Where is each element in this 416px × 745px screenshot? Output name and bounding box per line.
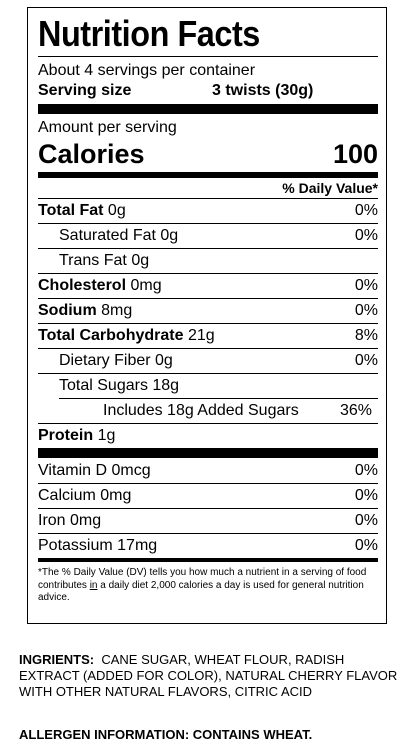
medium-divider [38, 172, 378, 178]
nutrient-row-added-sugars: Includes 18g Added Sugars 36% [59, 398, 378, 423]
vitamin-row: Vitamin D 0mcg 0% [38, 458, 378, 483]
calories-row: Calories 100 [38, 138, 378, 172]
nutrient-row-cholesterol: Cholesterol 0mg 0% [38, 273, 378, 298]
nutrient-amount: 0g [103, 202, 126, 219]
thick-divider [38, 448, 378, 458]
amount-per-serving: Amount per serving [38, 119, 177, 136]
nutrient-dv: 8% [354, 327, 378, 344]
vitamin-dv: 0% [354, 487, 378, 504]
vitamin-name: Vitamin D 0mcg [38, 461, 151, 479]
nutrient-row-dietary-fiber: Dietary Fiber 0g 0% [38, 348, 378, 373]
thick-divider [38, 104, 378, 114]
nutrient-dv: 0% [354, 277, 378, 294]
servings-per-container: About 4 servings per container [38, 62, 256, 79]
daily-value-header: % Daily Value* [282, 180, 378, 196]
vitamin-row: Iron 0mg 0% [38, 508, 378, 533]
nutrient-name: Total Fat [38, 202, 104, 219]
vitamin-dv: 0% [354, 461, 378, 479]
vitamin-dv: 0% [354, 512, 378, 529]
vitamin-list: Vitamin D 0mcg 0% Calcium 0mg 0% Iron 0m… [38, 458, 378, 558]
nutrient-row-total-carbohydrate: Total Carbohydrate 21g 8% [38, 323, 378, 348]
nutrient-name: Sodium [38, 302, 97, 319]
nutrient-dv: 36% [339, 402, 372, 419]
ingredients-text: CANE SUGAR, WHEAT FLOUR, RADISH EXTRACT … [19, 652, 401, 699]
vitamin-row: Calcium 0mg 0% [38, 483, 378, 508]
vitamin-name: Calcium 0mg [38, 487, 132, 504]
nutrient-amount: 1g [93, 427, 116, 444]
nutrient-name: Saturated Fat 0g [59, 227, 179, 244]
nutrient-row-total-fat: Total Fat 0g 0% [38, 198, 378, 223]
nutrient-row-trans-fat: Trans Fat 0g [38, 248, 378, 273]
vitamin-dv: 0% [354, 537, 378, 554]
nutrient-name: Total Carbohydrate [38, 327, 184, 344]
nutrient-name: Trans Fat 0g [59, 252, 150, 269]
ingredients-label: INGRIENTS: [19, 652, 95, 667]
nutrient-dv: 0% [354, 202, 378, 219]
nutrient-row-saturated-fat: Saturated Fat 0g 0% [38, 223, 378, 248]
allergen-statement: ALLERGEN INFORMATION: CONTAINS WHEAT. [19, 727, 313, 742]
divider [38, 56, 378, 57]
vitamin-name: Iron 0mg [38, 512, 102, 529]
nutrient-amount: 0mg [126, 277, 162, 294]
vitamin-name: Potassium 17mg [38, 537, 158, 554]
nutrition-facts-label: Nutrition Facts About 4 servings per con… [27, 7, 387, 624]
ingredients-statement: INGRIENTS: CANE SUGAR, WHEAT FLOUR, RADI… [19, 652, 399, 700]
nutrient-row-sodium: Sodium 8mg 0% [38, 298, 378, 323]
serving-size-value: 3 twists (30g) [212, 82, 314, 99]
nutrient-list: Total Fat 0g 0% Saturated Fat 0g 0% Tran… [38, 198, 378, 448]
nutrient-name: Dietary Fiber 0g [59, 352, 173, 369]
nutrient-name: Includes 18g Added Sugars [103, 402, 299, 419]
nutrient-dv: 0% [354, 302, 378, 319]
nutrient-name: Total Sugars 18g [59, 377, 180, 394]
serving-size-label: Serving size [38, 82, 132, 99]
nutrient-row-total-sugars: Total Sugars 18g [38, 373, 378, 398]
nutrient-dv: 0% [354, 227, 378, 244]
serving-size-row: Serving size 3 twists (30g) [38, 81, 378, 104]
daily-value-footnote: *The % Daily Value (DV) tells you how mu… [38, 567, 367, 603]
vitamin-row: Potassium 17mg 0% [38, 533, 378, 558]
calories-value: 100 [332, 139, 378, 169]
nutrient-dv: 0% [354, 352, 378, 369]
calories-label: Calories [38, 139, 145, 169]
nutrient-name: Cholesterol [38, 277, 127, 294]
nutrient-amount: 8mg [96, 302, 133, 319]
footnote-divider [38, 558, 378, 562]
nutrient-row-protein: Protein 1g [38, 423, 378, 448]
nutrient-amount: 21g [183, 327, 215, 344]
label-title: Nutrition Facts [38, 13, 260, 54]
nutrient-name: Protein [38, 427, 94, 444]
